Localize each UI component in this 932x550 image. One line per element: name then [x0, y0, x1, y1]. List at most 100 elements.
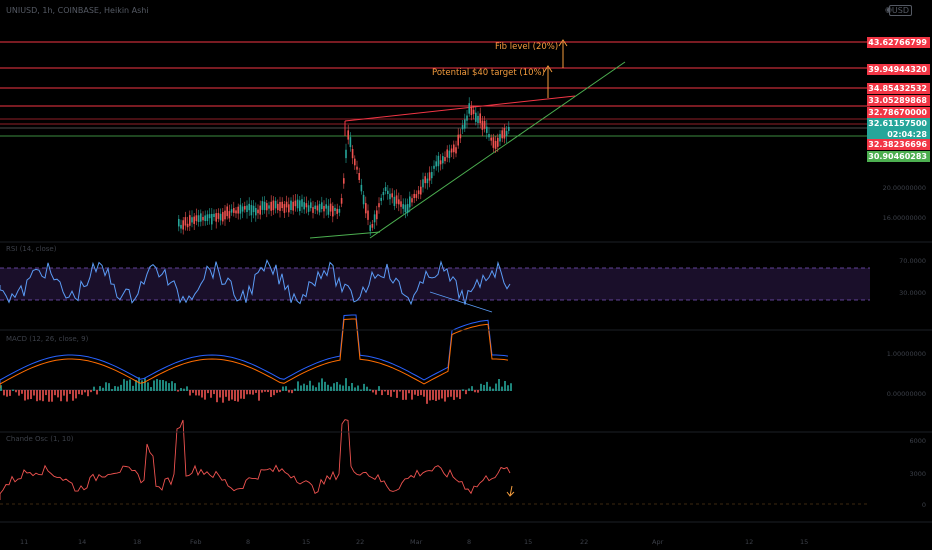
candle — [338, 209, 341, 213]
candle — [411, 198, 413, 203]
macd-histogram-bar — [381, 390, 383, 396]
currency-button[interactable]: USD — [888, 5, 912, 16]
candle — [466, 115, 468, 121]
candle — [420, 186, 422, 195]
macd-histogram-bar — [249, 390, 251, 395]
price-label: 32.78670000 — [867, 107, 930, 118]
rsi-level-70: 70.0000 — [899, 257, 926, 265]
candle — [268, 205, 270, 209]
candle — [424, 176, 426, 184]
macd-histogram-bar — [390, 390, 392, 397]
candle — [457, 134, 459, 146]
candle — [246, 205, 248, 213]
eye-icon[interactable]: ◉ — [885, 5, 892, 14]
candle — [186, 223, 189, 228]
candle — [464, 119, 466, 129]
macd-histogram-bar — [393, 390, 395, 392]
candle — [360, 184, 363, 192]
time-tick: Mar — [410, 538, 423, 546]
symbol-title: UNIUSD, 1h, COINBASE, Heikin Ashi — [6, 6, 149, 15]
candle — [197, 215, 200, 223]
macd-histogram-bar — [369, 389, 371, 391]
candle — [486, 126, 488, 133]
macd-histogram-bar — [114, 386, 116, 391]
candle — [431, 172, 433, 179]
candle — [499, 134, 501, 142]
macd-histogram-bar — [123, 379, 125, 391]
macd-histogram-bar — [372, 390, 374, 393]
macd-histogram-bar — [378, 386, 380, 391]
price-axis-value: 16.00000000 — [882, 214, 926, 222]
macd-histogram-bar — [135, 379, 137, 391]
macd-histogram-bar — [69, 390, 71, 394]
macd-histogram-bar — [177, 390, 179, 392]
macd-histogram-bar — [285, 386, 287, 391]
candle — [193, 216, 195, 224]
candle — [191, 217, 193, 223]
candle — [371, 223, 374, 228]
time-tick: 15 — [302, 538, 311, 546]
price-label: 39.94944320 — [867, 64, 930, 75]
candle — [237, 206, 239, 214]
candle — [384, 187, 387, 192]
candle — [453, 144, 455, 153]
candle — [400, 201, 402, 207]
macd-histogram-bar — [279, 390, 281, 393]
macd-histogram-bar — [510, 383, 512, 391]
candle — [213, 213, 215, 218]
candle — [292, 201, 294, 211]
candle — [387, 190, 389, 195]
macd-histogram-bar — [84, 390, 86, 393]
macd-histogram-bar — [408, 390, 410, 394]
macd-histogram-bar — [234, 390, 236, 401]
candle — [272, 200, 275, 211]
macd-histogram-bar — [438, 390, 440, 400]
macd-histogram-bar — [318, 382, 320, 391]
macd-histogram-bar — [387, 390, 389, 395]
rsi-line — [0, 259, 511, 306]
candle — [316, 205, 319, 211]
macd-histogram-bar — [231, 390, 233, 400]
candle — [206, 214, 209, 222]
macd-histogram-bar — [465, 390, 467, 395]
macd-histogram-bar — [165, 381, 167, 391]
candle — [433, 165, 435, 169]
time-tick: 15 — [524, 538, 533, 546]
osc-level: 3000 — [909, 470, 926, 478]
macd-histogram-bar — [453, 390, 455, 400]
candle — [255, 208, 257, 216]
macd-histogram-bar — [171, 381, 173, 391]
candle — [296, 199, 299, 209]
macd-histogram-bar — [213, 390, 215, 395]
candle — [406, 204, 409, 214]
macd-level: 1.00000000 — [886, 350, 926, 358]
macd-histogram-bar — [126, 380, 128, 391]
candle — [426, 178, 429, 184]
macd-histogram-bar — [240, 390, 242, 399]
candle — [508, 126, 510, 131]
macd-histogram-bar — [156, 379, 158, 391]
candle — [219, 213, 222, 221]
macd-histogram-bar — [489, 386, 491, 391]
candle — [380, 197, 382, 201]
macd-histogram-bar — [303, 383, 305, 391]
candle — [290, 200, 292, 210]
rsi-level-30: 30.0000 — [899, 289, 926, 297]
macd-title: MACD (12, 26, close, 9) — [6, 335, 89, 343]
macd-histogram-bar — [450, 390, 452, 397]
macd-histogram-bar — [93, 386, 95, 391]
candle — [215, 213, 217, 222]
candle — [459, 134, 462, 139]
macd-histogram-bar — [492, 388, 494, 391]
osc-level: 6000 — [909, 437, 926, 445]
macd-histogram-bar — [132, 385, 134, 391]
candle — [455, 147, 457, 154]
macd-histogram-bar — [153, 380, 155, 391]
macd-histogram-bar — [498, 379, 500, 391]
candle — [270, 201, 272, 211]
macd-histogram-bar — [264, 390, 266, 392]
candle — [252, 205, 255, 213]
candle — [382, 191, 385, 196]
macd-histogram-bar — [141, 380, 143, 391]
